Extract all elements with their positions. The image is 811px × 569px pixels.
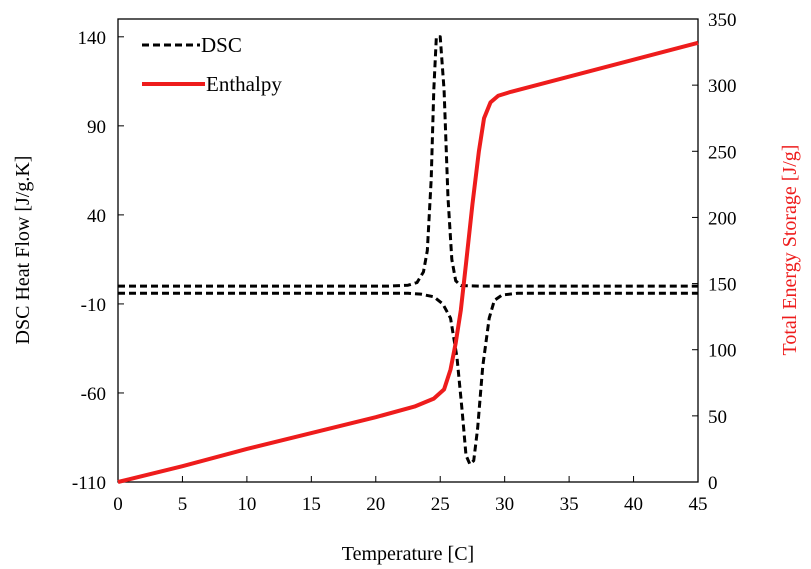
left-axis-ticks: -110 -60 -10 40 90 140 bbox=[72, 28, 124, 494]
x-tick-label: 30 bbox=[495, 494, 514, 515]
left-tick-label: 40 bbox=[87, 206, 106, 227]
right-tick-label: 250 bbox=[708, 142, 737, 163]
x-axis-ticks: 0 5 10 15 20 25 30 35 40 45 bbox=[113, 476, 708, 515]
x-tick-label: 15 bbox=[302, 494, 321, 515]
series-layer bbox=[117, 35, 699, 484]
legend-label-enthalpy: Enthalpy bbox=[206, 72, 282, 96]
left-tick-label: -10 bbox=[81, 295, 106, 316]
right-tick-label: 200 bbox=[708, 208, 737, 229]
right-tick-label: 0 bbox=[708, 473, 718, 494]
plot-frame bbox=[117, 18, 699, 483]
x-tick-label: 35 bbox=[560, 494, 579, 515]
left-tick-label: 90 bbox=[87, 117, 106, 138]
series-line-dsc-0 bbox=[118, 35, 698, 288]
legend: DSC Enthalpy bbox=[142, 33, 282, 96]
left-tick-label: 140 bbox=[78, 28, 107, 49]
right-axis-title: Total Energy Storage [J/g] bbox=[779, 145, 801, 356]
right-tick-label: 100 bbox=[708, 341, 737, 362]
x-tick-label: 5 bbox=[178, 494, 188, 515]
series-line-dsc-1 bbox=[118, 291, 698, 466]
x-tick-label: 40 bbox=[624, 494, 643, 515]
left-axis-title: DSC Heat Flow [J/g.K] bbox=[12, 156, 34, 345]
right-axis-ticks: 0 50 100 150 200 250 300 350 bbox=[692, 10, 737, 494]
right-tick-label: 350 bbox=[708, 10, 737, 31]
series-line-enthalpy-2 bbox=[117, 40, 699, 484]
x-tick-label: 20 bbox=[366, 494, 385, 515]
x-tick-label: 0 bbox=[113, 494, 123, 515]
right-tick-label: 150 bbox=[708, 275, 737, 296]
x-tick-label: 25 bbox=[431, 494, 450, 515]
x-axis-title: Temperature [C] bbox=[342, 543, 474, 565]
left-tick-label: -60 bbox=[81, 384, 106, 405]
right-tick-label: 50 bbox=[708, 407, 727, 428]
right-tick-label: 300 bbox=[708, 76, 737, 97]
x-tick-label: 10 bbox=[237, 494, 256, 515]
x-tick-label: 45 bbox=[689, 494, 708, 515]
legend-label-dsc: DSC bbox=[201, 33, 242, 57]
left-tick-label: -110 bbox=[72, 473, 106, 494]
